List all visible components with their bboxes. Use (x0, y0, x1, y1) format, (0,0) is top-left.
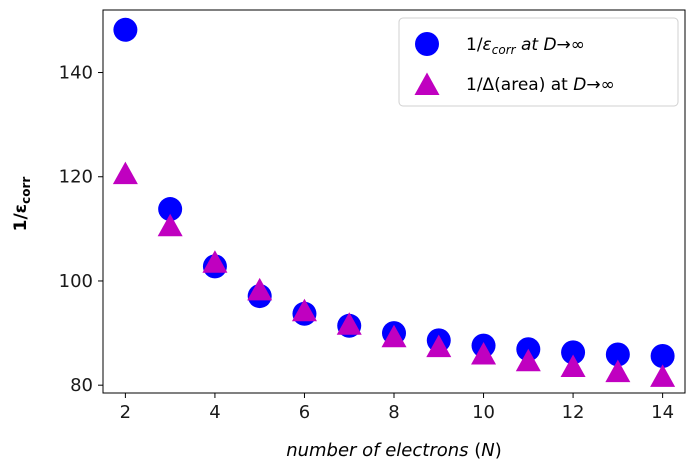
data-point-triangle (515, 348, 541, 372)
data-point-triangle (560, 354, 586, 377)
data-point-triangle (247, 277, 273, 301)
data-point-circle (113, 17, 138, 42)
plot-area (112, 17, 676, 387)
y-tick-label: 100 (59, 271, 93, 292)
legend-box (398, 17, 679, 107)
x-tick-label: 2 (120, 402, 131, 423)
data-point-triangle (650, 364, 676, 387)
legend-label: 1/Δ(area) at D→∞ (466, 75, 615, 95)
y-axis-label: 1/εcorr (11, 177, 33, 232)
data-point-triangle (381, 324, 407, 348)
data-point-triangle (157, 213, 183, 237)
y-tick-label: 140 (59, 63, 93, 84)
x-tick-label: 4 (209, 402, 220, 423)
x-tick-label: 14 (651, 402, 674, 423)
x-tick-label: 12 (562, 402, 585, 423)
data-point-triangle (291, 298, 317, 322)
x-axis-label: number of electrons (N) (286, 440, 502, 461)
data-point-triangle (426, 334, 452, 358)
data-point-circle (561, 340, 586, 365)
data-point-circle (650, 344, 675, 369)
x-tick-label: 8 (388, 402, 399, 423)
y-axis: 80 100 120 140 (59, 63, 103, 396)
data-point-triangle (336, 312, 362, 335)
x-tick-label: 6 (299, 402, 310, 423)
legend-label: 1/εcorr at D→∞ (466, 35, 585, 57)
x-tick-label: 10 (472, 402, 495, 423)
data-point-triangle (112, 161, 138, 185)
x-axis: 2 4 6 8 10 12 14 (120, 393, 674, 423)
data-point-triangle (605, 359, 631, 383)
data-point-circle (605, 342, 630, 367)
y-tick-label: 120 (59, 167, 93, 188)
legend-marker-circle (415, 32, 439, 56)
data-point-triangle (202, 250, 228, 273)
y-tick-label: 80 (70, 375, 93, 396)
data-point-circle (158, 197, 183, 222)
legend: 1/εcorr at D→∞ 1/Δ(area) at D→∞ (398, 17, 679, 107)
data-point-triangle (471, 341, 497, 365)
legend-marker-triangle (414, 72, 440, 95)
